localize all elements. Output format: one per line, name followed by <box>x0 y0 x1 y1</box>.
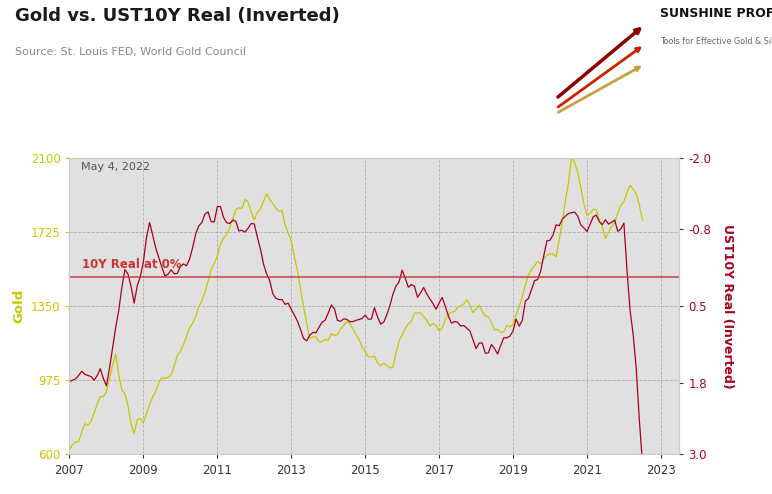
Y-axis label: UST10Y Real (Inverted): UST10Y Real (Inverted) <box>720 224 733 389</box>
Text: 10Y Real at 0%: 10Y Real at 0% <box>83 258 182 271</box>
Text: Source: St. Louis FED, World Gold Council: Source: St. Louis FED, World Gold Counci… <box>15 47 246 57</box>
Text: Gold vs. UST10Y Real (Inverted): Gold vs. UST10Y Real (Inverted) <box>15 7 340 25</box>
Y-axis label: Gold: Gold <box>12 289 25 324</box>
Text: Tools for Effective Gold & Silver Investments: Tools for Effective Gold & Silver Invest… <box>660 37 772 46</box>
Text: May 4, 2022: May 4, 2022 <box>80 162 150 172</box>
Text: SUNSHINE PROFITS: SUNSHINE PROFITS <box>660 7 772 20</box>
